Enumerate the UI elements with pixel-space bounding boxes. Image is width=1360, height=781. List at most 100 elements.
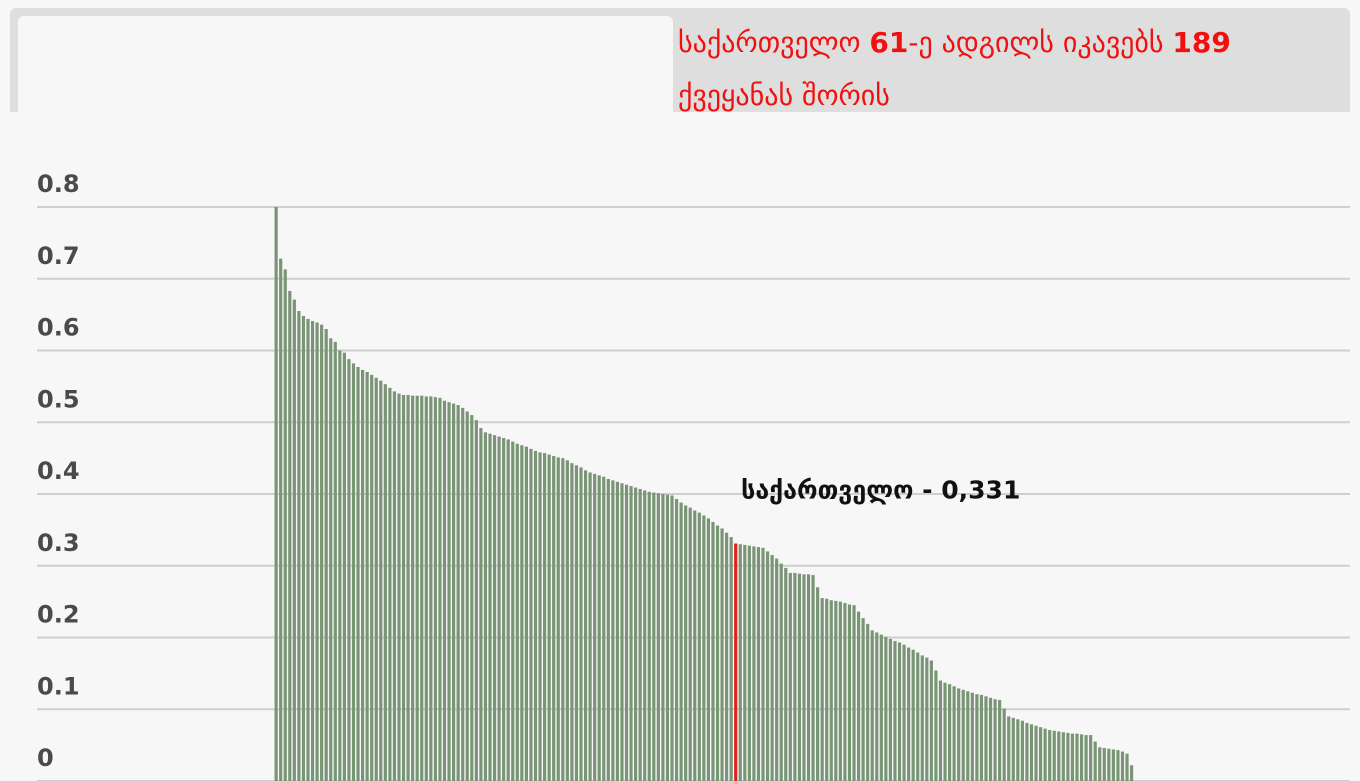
bar — [1125, 753, 1129, 781]
bar — [415, 395, 419, 781]
bar — [838, 601, 842, 781]
bar — [361, 369, 365, 781]
bar — [347, 359, 351, 781]
bar — [879, 634, 883, 781]
bar — [670, 495, 674, 781]
bar — [611, 480, 615, 781]
bar — [602, 476, 606, 781]
bar — [583, 470, 588, 781]
bar — [747, 545, 751, 781]
bar — [588, 472, 592, 781]
bar — [538, 452, 542, 781]
bar — [843, 603, 847, 781]
bar — [288, 290, 292, 781]
bar — [401, 394, 406, 781]
bar — [461, 407, 465, 781]
bar — [297, 311, 301, 781]
y-tick-label: 0.5 — [37, 385, 80, 413]
bar — [770, 554, 774, 781]
bar — [429, 396, 433, 781]
bar — [665, 494, 670, 781]
bar — [816, 587, 820, 781]
bar — [1102, 747, 1106, 781]
bar — [279, 258, 283, 781]
bar — [370, 374, 374, 781]
bar — [1016, 719, 1020, 781]
bar — [615, 481, 620, 781]
bar — [943, 682, 947, 781]
bar — [411, 395, 415, 781]
value-label: საქართველო - 0,331 — [741, 476, 1020, 505]
bar — [1084, 735, 1088, 781]
bar — [847, 604, 852, 781]
y-tick-label: 0 — [37, 744, 54, 772]
bar — [907, 647, 911, 781]
bar — [806, 574, 811, 781]
y-tick-label: 0.4 — [37, 457, 80, 485]
y-tick-label: 0.1 — [37, 672, 80, 700]
bar — [552, 455, 556, 781]
bar — [784, 567, 788, 781]
bar — [1034, 725, 1038, 781]
bar — [761, 547, 765, 781]
bar — [456, 405, 460, 781]
bar — [338, 350, 342, 781]
bar — [684, 505, 688, 781]
bar — [388, 387, 392, 781]
bar — [643, 490, 647, 781]
bar — [1038, 727, 1043, 781]
bar — [561, 458, 565, 781]
bar — [310, 321, 315, 781]
bar — [834, 600, 838, 781]
bar — [802, 574, 806, 781]
bar — [738, 544, 742, 781]
bar — [634, 487, 638, 781]
chart-title: საქართველო 61-ე ადგილს იკავებს 189 ქვეყა… — [678, 26, 1231, 112]
bar — [725, 532, 729, 781]
y-tick-label: 0.6 — [37, 314, 80, 342]
bar — [1107, 748, 1111, 781]
bar — [720, 528, 724, 781]
bar — [292, 299, 296, 781]
bar — [379, 380, 383, 781]
bar — [520, 445, 524, 781]
bar — [447, 402, 451, 781]
bar — [511, 441, 515, 781]
bar — [1020, 720, 1024, 781]
bar — [424, 396, 428, 781]
bar — [320, 324, 324, 781]
bar — [406, 394, 410, 781]
bar — [329, 338, 333, 781]
bar — [606, 478, 610, 781]
bar — [957, 688, 961, 781]
bar — [729, 537, 733, 781]
bar — [888, 638, 893, 781]
bar — [988, 697, 993, 781]
bar — [392, 391, 397, 781]
bar — [420, 395, 424, 781]
bar — [856, 611, 861, 781]
bar — [438, 397, 442, 781]
bar — [1007, 716, 1011, 781]
bar — [998, 699, 1002, 781]
bar — [1079, 734, 1084, 781]
bar — [829, 600, 833, 781]
bar — [902, 644, 906, 781]
bar — [1075, 733, 1079, 781]
bar — [711, 521, 715, 781]
bar — [465, 411, 469, 781]
bar — [1089, 735, 1093, 781]
bar — [570, 463, 574, 781]
y-tick-label: 0.7 — [37, 242, 80, 270]
bar — [533, 450, 538, 781]
bar — [993, 699, 997, 781]
bar — [929, 660, 933, 781]
bar — [797, 573, 802, 781]
bar — [383, 384, 387, 781]
bar — [506, 439, 510, 781]
bar — [715, 525, 720, 781]
bar — [1070, 733, 1075, 781]
bar — [1025, 722, 1029, 781]
bar — [597, 475, 601, 781]
